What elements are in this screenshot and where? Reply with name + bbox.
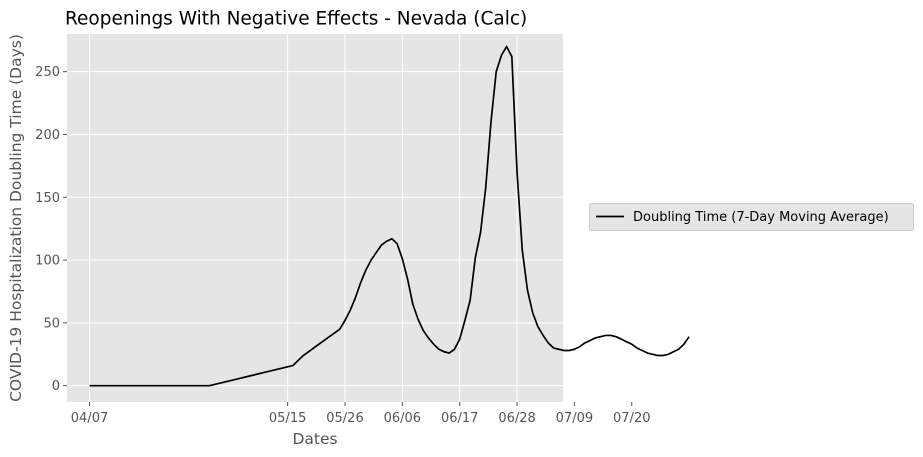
x-tick-label: 04/07 bbox=[71, 411, 108, 426]
y-tick-label: 0 bbox=[52, 379, 60, 394]
y-tick-label: 250 bbox=[35, 65, 60, 80]
y-tick-label: 100 bbox=[35, 254, 60, 269]
legend: Doubling Time (7-Day Moving Average) bbox=[589, 203, 914, 231]
x-tick-label: 05/26 bbox=[326, 411, 363, 426]
x-tick-label: 06/06 bbox=[384, 411, 421, 426]
y-tick-label: 200 bbox=[35, 128, 60, 143]
x-axis-label: Dates bbox=[292, 430, 337, 448]
x-tick-label: 07/09 bbox=[556, 411, 593, 426]
y-tick-label: 50 bbox=[43, 316, 60, 331]
x-tick-label: 05/15 bbox=[269, 411, 306, 426]
y-axis-label: COVID-19 Hospitalization Doubling Time (… bbox=[7, 34, 25, 402]
y-tick-label: 150 bbox=[35, 191, 60, 206]
x-tick-label: 06/17 bbox=[441, 411, 478, 426]
legend-box bbox=[589, 203, 914, 231]
plot-area bbox=[67, 34, 563, 402]
legend-label: Doubling Time (7-Day Moving Average) bbox=[633, 210, 889, 225]
x-tick-label: 07/20 bbox=[613, 411, 650, 426]
y-tick-labels: 0 50 100 150 200 250 bbox=[35, 65, 67, 394]
chart-title: Reopenings With Negative Effects - Nevad… bbox=[65, 9, 527, 30]
series-line-doubling-time bbox=[89, 45, 690, 387]
x-tick-label: 06/28 bbox=[498, 411, 535, 426]
x-tick-labels: 04/07 05/15 05/26 06/06 06/17 06/28 07/09 07/20 bbox=[71, 402, 650, 426]
